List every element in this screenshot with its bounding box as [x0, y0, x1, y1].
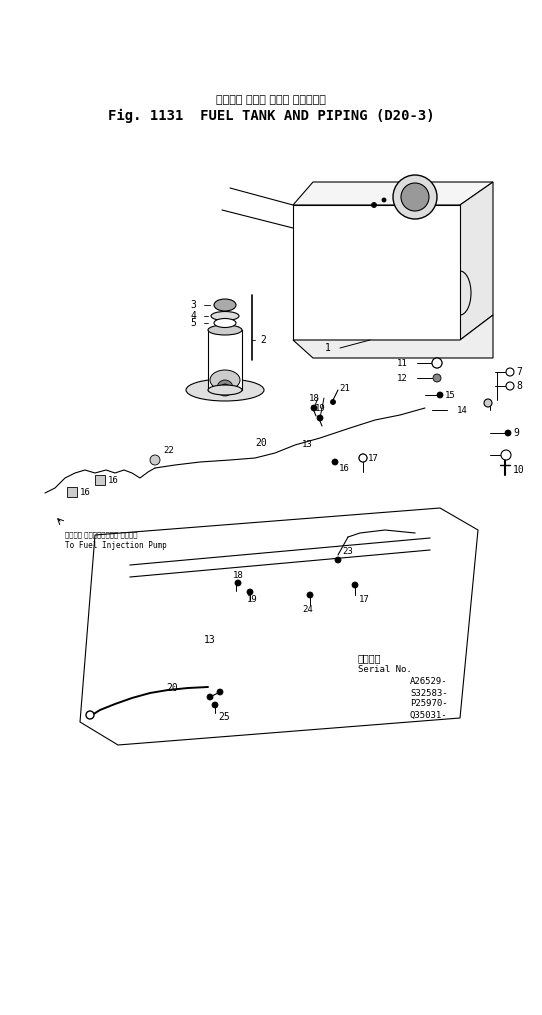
Circle shape — [311, 405, 317, 411]
Circle shape — [407, 189, 423, 205]
Circle shape — [506, 382, 514, 390]
Text: 10: 10 — [513, 465, 525, 475]
Text: 20: 20 — [166, 683, 178, 693]
Circle shape — [352, 582, 358, 588]
Text: Serial No.: Serial No. — [358, 666, 412, 675]
Bar — [67, 487, 77, 497]
Circle shape — [86, 710, 94, 719]
Polygon shape — [460, 182, 493, 340]
Text: フェエル インジェクション ポンプへ: フェエル インジェクション ポンプへ — [65, 532, 138, 538]
Circle shape — [359, 454, 367, 462]
Text: 2: 2 — [260, 335, 266, 345]
Polygon shape — [80, 508, 478, 745]
Text: 17: 17 — [359, 595, 370, 604]
Text: 13: 13 — [204, 635, 216, 645]
Text: 22: 22 — [163, 446, 174, 455]
Circle shape — [382, 198, 386, 202]
Text: 適用号数: 適用号数 — [358, 653, 382, 663]
Text: 11: 11 — [397, 358, 408, 367]
Ellipse shape — [208, 385, 242, 395]
Text: 18: 18 — [233, 570, 244, 580]
Text: 1: 1 — [325, 343, 331, 353]
Text: 7: 7 — [516, 367, 522, 377]
Circle shape — [150, 455, 160, 465]
Bar — [95, 475, 105, 485]
Circle shape — [331, 400, 335, 405]
Circle shape — [217, 380, 233, 396]
Circle shape — [433, 374, 441, 382]
Circle shape — [221, 384, 229, 392]
Text: 13: 13 — [302, 439, 313, 449]
Ellipse shape — [211, 312, 239, 321]
Circle shape — [506, 368, 514, 376]
Text: 12: 12 — [397, 374, 408, 383]
Text: 18: 18 — [309, 394, 320, 403]
Circle shape — [307, 592, 313, 598]
Circle shape — [247, 589, 253, 595]
Text: 16: 16 — [108, 475, 119, 484]
Text: 17: 17 — [368, 454, 379, 463]
Circle shape — [432, 358, 442, 368]
Ellipse shape — [214, 319, 236, 328]
Text: 19: 19 — [247, 596, 258, 605]
Circle shape — [501, 450, 511, 460]
Text: 9: 9 — [513, 428, 519, 438]
Circle shape — [437, 392, 443, 398]
Ellipse shape — [210, 370, 240, 390]
Text: 16: 16 — [339, 464, 350, 473]
Circle shape — [359, 454, 367, 462]
Text: 15: 15 — [445, 391, 456, 400]
Text: 20: 20 — [255, 438, 267, 448]
Ellipse shape — [186, 379, 264, 401]
Bar — [208, 330, 242, 390]
Text: 19: 19 — [315, 404, 326, 412]
Text: 23: 23 — [342, 547, 353, 556]
Circle shape — [317, 415, 323, 421]
Text: P25970-: P25970- — [410, 699, 448, 708]
Text: 3: 3 — [190, 300, 196, 310]
Circle shape — [505, 430, 511, 436]
Text: 25: 25 — [218, 712, 230, 722]
Ellipse shape — [393, 175, 437, 219]
Circle shape — [484, 399, 492, 407]
Ellipse shape — [208, 325, 242, 335]
Circle shape — [217, 689, 223, 695]
Circle shape — [207, 694, 213, 700]
Circle shape — [432, 358, 442, 368]
Text: S32583-: S32583- — [410, 688, 448, 697]
Circle shape — [335, 557, 341, 563]
Circle shape — [235, 580, 241, 586]
Text: フェエル タンク および パイピング: フェエル タンク および パイピング — [216, 95, 326, 105]
Polygon shape — [293, 182, 493, 205]
Text: 21: 21 — [339, 384, 350, 393]
Text: Fig. 1131  FUEL TANK AND PIPING (D20-3): Fig. 1131 FUEL TANK AND PIPING (D20-3) — [108, 109, 434, 123]
Polygon shape — [293, 315, 493, 358]
Text: 24: 24 — [302, 605, 313, 613]
Text: 4: 4 — [190, 311, 196, 321]
Polygon shape — [293, 205, 460, 340]
Circle shape — [212, 702, 218, 708]
Ellipse shape — [401, 183, 429, 211]
Text: 16: 16 — [80, 487, 91, 496]
Text: 8: 8 — [516, 381, 522, 391]
Text: A26529-: A26529- — [410, 677, 448, 686]
Text: To Fuel Injection Pump: To Fuel Injection Pump — [65, 541, 167, 549]
Circle shape — [371, 203, 377, 207]
Ellipse shape — [214, 299, 236, 311]
Text: 5: 5 — [190, 318, 196, 328]
Circle shape — [332, 459, 338, 465]
Text: Q35031-: Q35031- — [410, 710, 448, 720]
Text: 14: 14 — [457, 406, 468, 414]
